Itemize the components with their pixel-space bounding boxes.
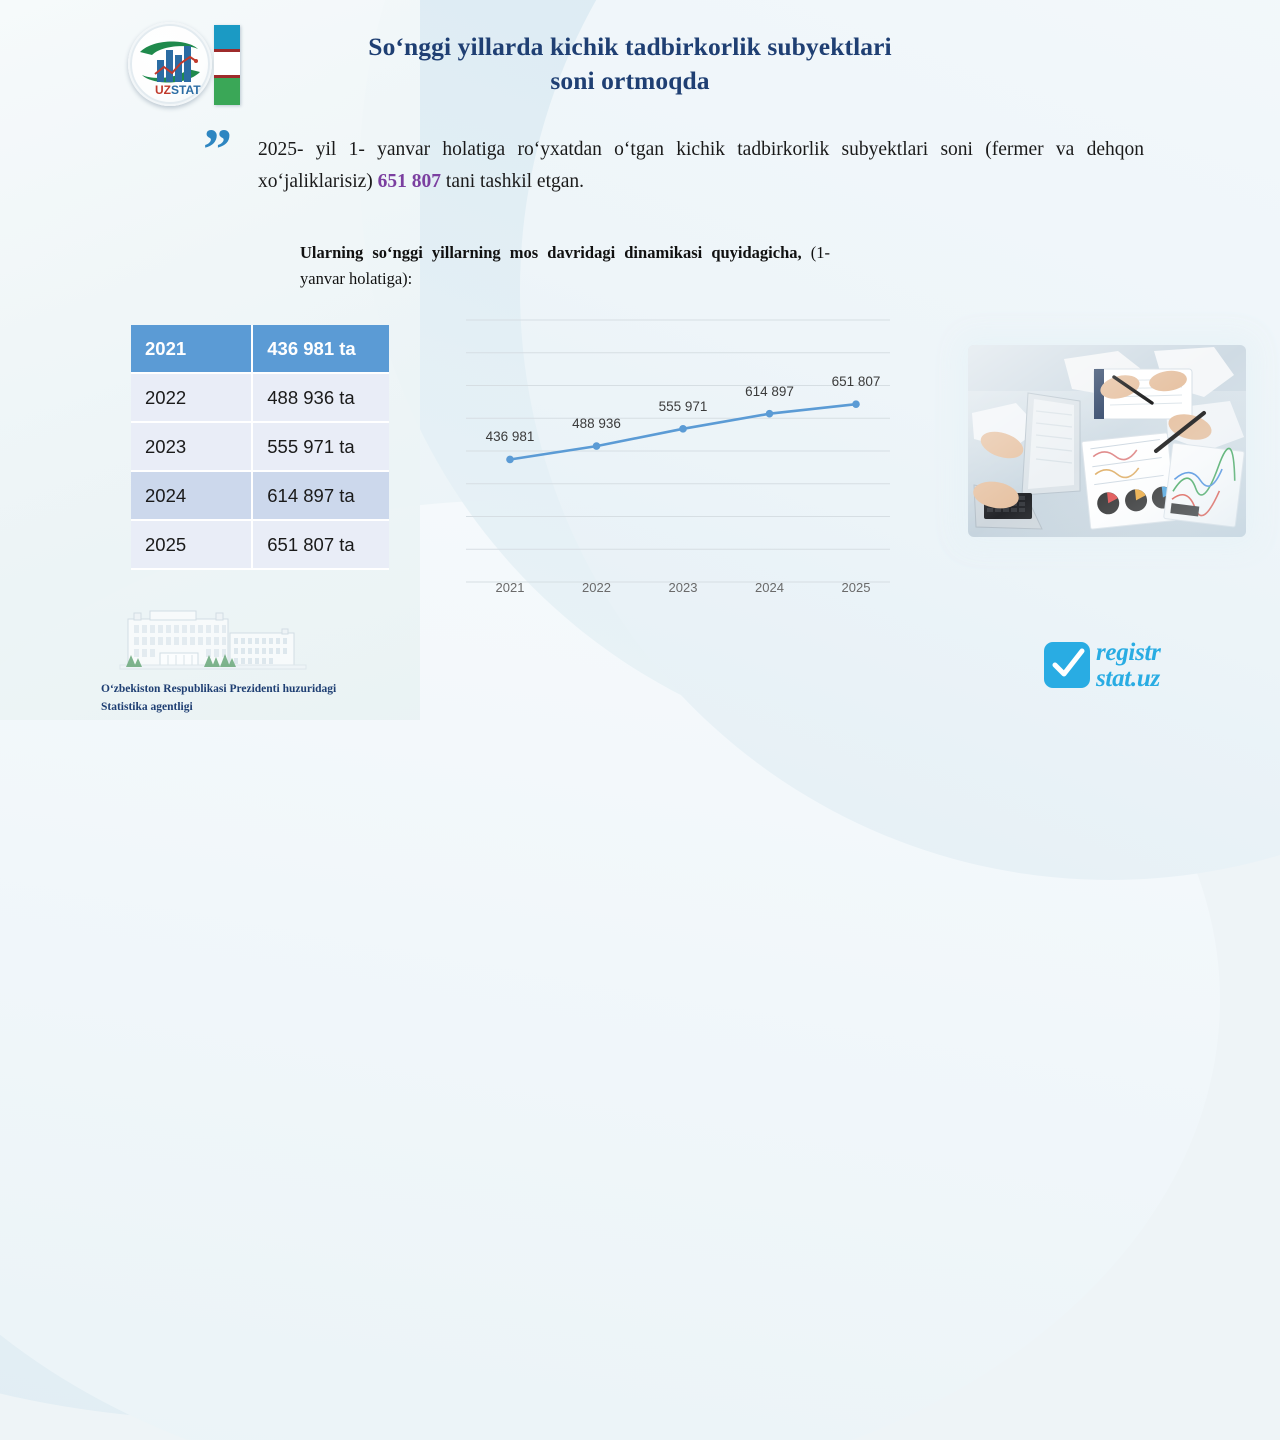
uzstat-logo-text-stat: STAT	[171, 83, 201, 97]
chart-x-tick-label: 2023	[668, 580, 698, 595]
table-row: 2021 436 981 ta	[131, 325, 389, 374]
data-table: 2021 436 981 ta 2022 488 936 ta 2023 555…	[131, 325, 389, 570]
line-chart: 436 981 488 936 555 971 614 897 651 807	[466, 318, 890, 586]
office-photo-illustration	[968, 345, 1246, 537]
uzstat-logo-graphic: UZ STAT	[140, 41, 201, 97]
flag-stripe-red-top	[214, 49, 240, 53]
registr-stat-logo[interactable]: registr stat.uz	[1044, 640, 1244, 692]
data-table-container: 2021 436 981 ta 2022 488 936 ta 2023 555…	[131, 325, 389, 570]
chart-data-point[interactable]	[679, 425, 687, 433]
lead-text-after: tani tashkil etgan.	[441, 170, 585, 192]
page-title-line-1: So‘nggi yillarda kichik tadbirkorlik sub…	[368, 32, 892, 61]
table-cell-year: 2021	[131, 325, 254, 374]
lead-highlight-number: 651 807	[377, 170, 442, 192]
flag-stripe-red-bottom	[214, 74, 240, 78]
table-row: 2025 651 807 ta	[131, 520, 389, 570]
uzstat-logo-ring	[130, 24, 210, 104]
page-title: So‘nggi yillarda kichik tadbirkorlik sub…	[300, 30, 960, 98]
lead-text-before: 2025- yil 1- yanvar holatiga ro‘yxatdan …	[258, 139, 1144, 192]
uzstat-logo: UZ STAT	[128, 22, 212, 106]
chart-point-label: 555 971	[658, 398, 708, 414]
flag-stripe-blue	[214, 25, 240, 49]
uzbekistan-flag-icon	[214, 25, 240, 105]
chart-point-label: 436 981	[485, 429, 535, 445]
table-row: 2023 555 971 ta	[131, 422, 389, 472]
office-teamwork-photo	[968, 345, 1246, 537]
page-title-line-2: soni ortmoqda	[550, 66, 710, 96]
table-cell-year: 2023	[131, 422, 254, 472]
chart-x-tick-label: 2021	[495, 580, 525, 595]
line-chart-svg	[466, 319, 890, 583]
chart-x-tick-label: 2025	[841, 580, 871, 595]
chart-point-label: 614 897	[745, 383, 794, 399]
chart-data-point[interactable]	[592, 442, 601, 450]
registr-logo-word-1: registr	[1096, 639, 1161, 666]
quote-mark-icon: ”	[203, 117, 232, 182]
chart-x-tick-label: 2024	[755, 580, 784, 595]
chart-gridlines	[466, 319, 890, 583]
table-cell-value: 651 807 ta	[252, 520, 389, 570]
table-cell-year: 2022	[131, 373, 254, 423]
uzstat-logo-text-uz: UZ	[155, 83, 171, 97]
subheading-bold: Ularning so‘nggi yillarning mos davridag…	[300, 243, 802, 262]
flag-stripe-green	[214, 77, 240, 105]
chart-data-point[interactable]	[506, 455, 514, 464]
chart-data-point[interactable]	[852, 400, 860, 408]
table-cell-value: 555 971 ta	[252, 422, 389, 472]
chart-x-tick-label: 2022	[582, 580, 611, 595]
subheading-normal: (1-yanvar holatiga):	[300, 243, 830, 289]
flag-stripe-white	[214, 52, 240, 75]
table-cell-value: 488 936 ta	[252, 373, 389, 423]
chart-data-point[interactable]	[765, 409, 774, 418]
check-mark-icon	[1052, 648, 1085, 677]
agency-name-line-1: O‘zbekiston Respublikasi Prezidenti huzu…	[101, 683, 337, 695]
table-cell-year: 2025	[131, 520, 254, 570]
table-cell-value: 614 897 ta	[252, 471, 389, 521]
registr-logo-text: registr stat.uz	[1096, 640, 1161, 692]
chart-point-label: 651 807	[831, 374, 881, 390]
table-cell-year: 2024	[131, 471, 254, 521]
chart-x-axis: 2021 2022 2023 2024 2025	[466, 580, 890, 602]
subheading-paragraph: Ularning so‘nggi yillarning mos davridag…	[300, 240, 830, 293]
government-building-graphic	[119, 610, 307, 670]
agency-name-line-2: Statistika agentligi	[101, 700, 193, 713]
table-cell-value: 436 981 ta	[252, 325, 389, 374]
chart-data-points	[506, 400, 860, 464]
agency-name-label: O‘zbekiston Respublikasi Prezidenti huzu…	[101, 681, 431, 717]
chart-point-label: 488 936	[572, 416, 621, 432]
table-row: 2022 488 936 ta	[131, 373, 389, 423]
data-table-body: 2021 436 981 ta 2022 488 936 ta 2023 555…	[131, 325, 389, 570]
government-building-icon	[104, 607, 322, 675]
registr-logo-word-2: stat.uz	[1096, 665, 1160, 692]
table-row: 2024 614 897 ta	[131, 471, 389, 521]
lead-paragraph: 2025- yil 1- yanvar holatiga ro‘yxatdan …	[258, 134, 1144, 197]
